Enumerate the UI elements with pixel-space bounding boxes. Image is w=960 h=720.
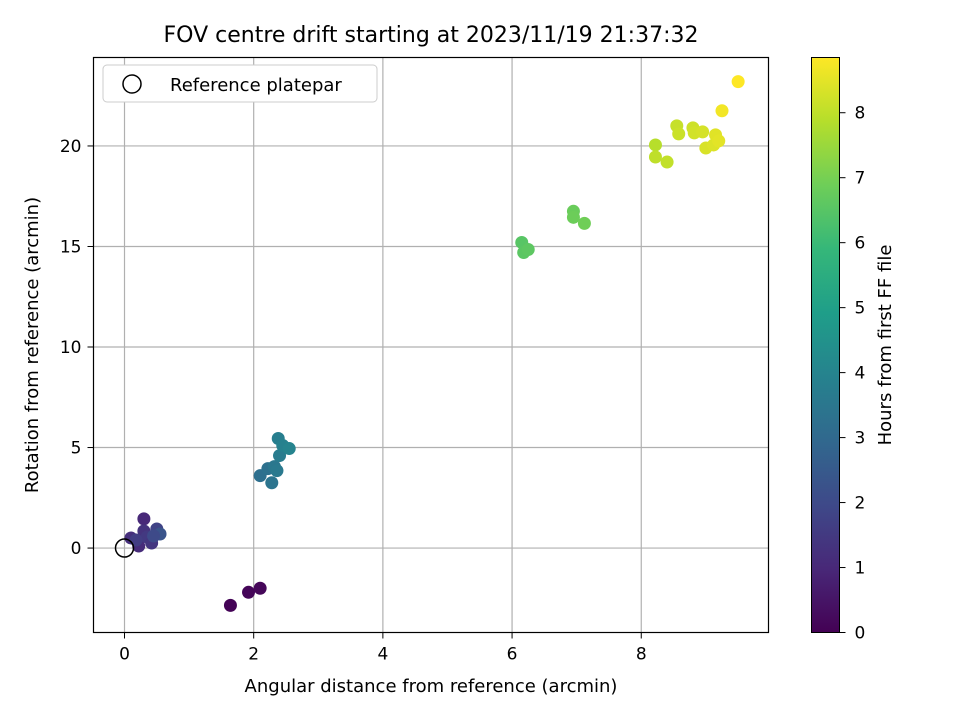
scatter-point: [273, 449, 287, 463]
scatter-point: [223, 598, 237, 612]
colorbar-tick-label: 0: [855, 624, 866, 644]
chart-title: FOV centre drift starting at 2023/11/19 …: [164, 23, 699, 48]
reference-marker: [114, 538, 135, 558]
y-tick-label: 10: [60, 338, 82, 358]
colorbar-ticks: 0 1 2 3 4 5 6 7 8: [839, 104, 866, 644]
y-axis-ticks: 0 5 10 15 20: [60, 137, 94, 559]
scatter-point: [648, 138, 662, 152]
scatter-point: [242, 585, 256, 599]
colorbar-tick-label: 4: [855, 364, 866, 384]
plot-area: 0 2 4 6 8 0 5 10 15 20: [60, 56, 770, 665]
legend-marker-icon: [122, 74, 142, 94]
scatter-point: [265, 476, 279, 490]
legend-label: Reference platepar: [170, 75, 342, 96]
plot-background: [93, 57, 769, 633]
scatter-point: [715, 104, 729, 118]
colorbar-label: Hours from first FF file: [875, 245, 896, 446]
plot-border: [92, 56, 770, 634]
colorbar-tick-label: 1: [855, 559, 866, 579]
y-tick-label: 20: [60, 137, 82, 157]
x-tick-label: 8: [636, 645, 647, 665]
legend-box: [102, 64, 378, 103]
legend: Reference platepar: [102, 64, 378, 103]
x-axis-ticks: 0 2 4 6 8: [119, 632, 647, 665]
x-tick-label: 2: [248, 645, 259, 665]
x-tick-label: 6: [507, 645, 518, 665]
colorbar-gradient: [811, 57, 840, 633]
colorbar-tick-label: 2: [855, 494, 866, 514]
scatter-point: [129, 533, 143, 547]
scatter-point: [137, 512, 151, 526]
y-tick-label: 15: [60, 237, 82, 257]
scatter-point: [577, 216, 591, 230]
colorbar-tick-label: 3: [855, 429, 866, 449]
scatter-point: [521, 243, 535, 257]
scatter-point: [253, 581, 267, 595]
colorbar-tick-label: 6: [855, 234, 866, 254]
scatter-point: [731, 75, 745, 89]
scatter-point: [566, 210, 580, 224]
colorbar-tick-label: 7: [855, 169, 866, 189]
scatter-point: [696, 125, 710, 139]
colorbar-tick-label: 8: [855, 104, 866, 124]
colorbar-tick-label: 5: [855, 299, 866, 319]
y-tick-label: 5: [71, 439, 82, 459]
colorbar: 0 1 2 3 4 5 6 7 8 Hours from first FF file: [811, 57, 896, 644]
x-tick-label: 0: [119, 645, 130, 665]
scatter-point: [672, 127, 686, 141]
x-axis-label: Angular distance from reference (arcmin): [245, 676, 618, 697]
scatter-point: [270, 464, 284, 478]
scatter-point: [660, 155, 674, 169]
scatter-point: [282, 442, 296, 456]
scatter-point: [147, 529, 161, 543]
scatter-point: [712, 134, 726, 148]
y-axis-label: Rotation from reference (arcmin): [22, 197, 43, 493]
data-points: [124, 75, 745, 612]
x-tick-label: 4: [377, 645, 388, 665]
scatter-point: [648, 150, 662, 164]
y-tick-label: 0: [71, 539, 82, 559]
